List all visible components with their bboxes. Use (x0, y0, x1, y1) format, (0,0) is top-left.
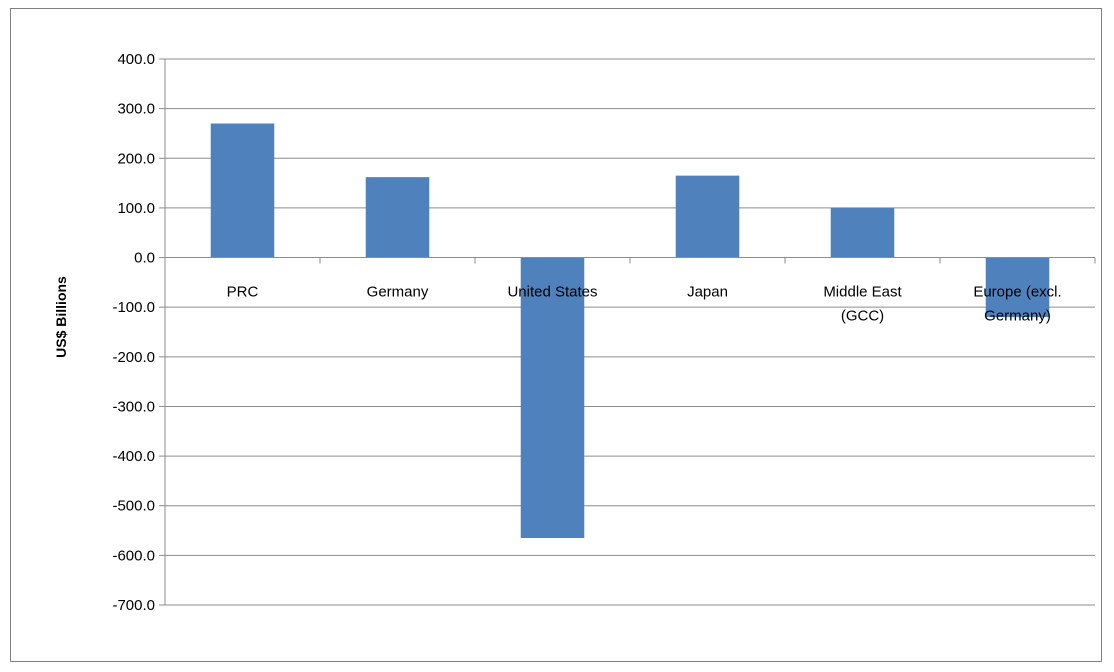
category-label: Germany) (984, 308, 1051, 325)
chart-frame: 400.0 300.0 200.0 100.0 0.0 -100.0 -200.0 -300.… (10, 8, 1102, 662)
y-tick-label: 0.0 (134, 250, 155, 267)
y-tick-label: 400.0 (117, 51, 155, 68)
bar (675, 175, 740, 258)
bar-chart: 400.0 300.0 200.0 100.0 0.0 -100.0 -200.0 -300.… (53, 51, 1096, 614)
y-tick-label: -400.0 (112, 448, 155, 465)
category-label: Europe (excl. (973, 284, 1061, 301)
y-tick-label: 200.0 (117, 150, 155, 167)
category-label: (GCC) (841, 308, 884, 325)
bars (210, 123, 1050, 538)
y-tick-label: -300.0 (112, 398, 155, 415)
y-tick-label: -200.0 (112, 349, 155, 366)
y-tick-labels: 400.0 300.0 200.0 100.0 0.0 -100.0 -200.0 -300.… (112, 51, 155, 614)
y-tick-label: 300.0 (117, 101, 155, 118)
gridlines (165, 58, 1095, 606)
y-tick-label: 100.0 (117, 200, 155, 217)
category-label: Japan (687, 284, 728, 301)
bar (365, 177, 430, 258)
category-label: Middle East (823, 284, 902, 301)
category-label: United States (507, 284, 597, 301)
y-tick-label: -500.0 (112, 498, 155, 515)
bar (830, 207, 895, 258)
y-axis-title: US$ Billions (53, 276, 69, 358)
y-tick-label: -600.0 (112, 547, 155, 564)
y-tick-label: -100.0 (112, 299, 155, 316)
bar (210, 123, 275, 258)
bar (520, 257, 585, 538)
category-labels: PRC Germany United States Japan Middle East (… (227, 284, 1062, 325)
category-label: PRC (227, 284, 259, 301)
bar (985, 257, 1050, 318)
y-tick-label: -700.0 (112, 597, 155, 614)
axes (159, 58, 1096, 606)
category-label: Germany (367, 284, 429, 301)
